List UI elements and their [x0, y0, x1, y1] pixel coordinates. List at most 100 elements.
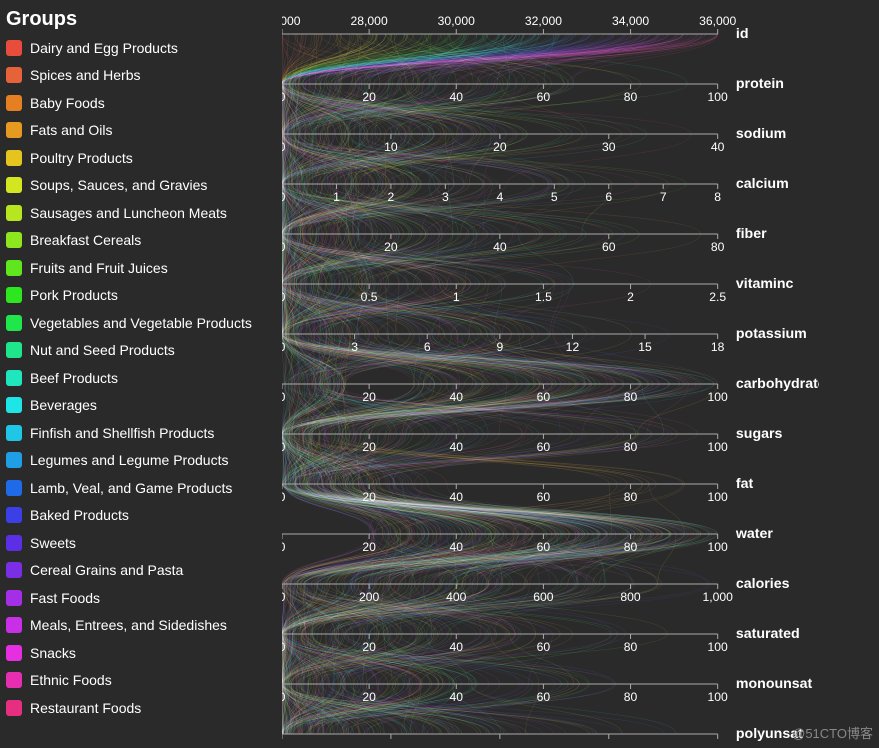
- tick-label: 32,000: [525, 14, 562, 28]
- tick-label: 7: [660, 190, 667, 204]
- axis-label: calories: [736, 575, 790, 591]
- tick-label: 20: [384, 240, 398, 254]
- legend-item[interactable]: Cereal Grains and Pasta: [6, 557, 270, 585]
- legend-swatch: [6, 95, 22, 111]
- tick-label: 36,000: [699, 14, 736, 28]
- axis-label: vitaminc: [736, 275, 794, 291]
- legend-item[interactable]: Pork Products: [6, 282, 270, 310]
- tick-label: 0: [282, 240, 286, 254]
- watermark: @51CTO博客: [792, 723, 873, 742]
- legend-item[interactable]: Meals, Entrees, and Sidedishes: [6, 612, 270, 640]
- legend-item[interactable]: Sausages and Luncheon Meats: [6, 199, 270, 227]
- tick-label: 0: [282, 90, 286, 104]
- legend-item[interactable]: Beverages: [6, 392, 270, 420]
- tick-label: 20: [362, 90, 376, 104]
- tick-label: 34,000: [612, 14, 649, 28]
- legend-swatch: [6, 40, 22, 56]
- legend-item[interactable]: Poultry Products: [6, 144, 270, 172]
- tick-label: 20: [362, 540, 376, 554]
- legend-swatch: [6, 700, 22, 716]
- axis-label: monounsat: [736, 675, 813, 691]
- tick-label: 100: [708, 90, 729, 104]
- tick-label: 80: [711, 740, 725, 742]
- tick-label: 0: [282, 740, 286, 742]
- tick-label: 1: [453, 290, 460, 304]
- tick-label: 80: [624, 390, 638, 404]
- tick-label: 60: [537, 390, 551, 404]
- legend-item[interactable]: Nut and Seed Products: [6, 337, 270, 365]
- tick-label: 30,000: [438, 14, 475, 28]
- legend-item[interactable]: Sweets: [6, 529, 270, 557]
- legend-item[interactable]: Vegetables and Vegetable Products: [6, 309, 270, 337]
- legend-label: Sweets: [30, 535, 76, 551]
- tick-label: 100: [708, 690, 729, 704]
- legend-item[interactable]: Restaurant Foods: [6, 694, 270, 722]
- tick-label: 10: [384, 140, 398, 154]
- tick-label: 15: [638, 340, 652, 354]
- legend-label: Baked Products: [30, 507, 129, 523]
- tick-label: 60: [537, 540, 551, 554]
- legend-swatch: [6, 452, 22, 468]
- tick-label: 80: [624, 690, 638, 704]
- tick-label: 0: [282, 440, 286, 454]
- legend-swatch: [6, 672, 22, 688]
- tick-label: 0: [282, 290, 286, 304]
- tick-label: 60: [602, 740, 616, 742]
- legend-label: Pork Products: [30, 287, 118, 303]
- legend-swatch: [6, 342, 22, 358]
- tick-label: 200: [359, 590, 380, 604]
- tick-label: 1,000: [702, 590, 733, 604]
- tick-label: 0: [282, 640, 286, 654]
- tick-label: 60: [537, 640, 551, 654]
- legend-item[interactable]: Breakfast Cereals: [6, 227, 270, 255]
- legend-item[interactable]: Beef Products: [6, 364, 270, 392]
- tick-label: 0: [282, 390, 286, 404]
- tick-label: 0.5: [361, 290, 378, 304]
- tick-label: 20: [384, 740, 398, 742]
- legend-label: Spices and Herbs: [30, 67, 141, 83]
- legend-item[interactable]: Fats and Oils: [6, 117, 270, 145]
- legend-label: Fats and Oils: [30, 122, 112, 138]
- legend-item[interactable]: Lamb, Veal, and Game Products: [6, 474, 270, 502]
- tick-label: 40: [450, 440, 464, 454]
- tick-label: 2.5: [709, 290, 726, 304]
- legend-item[interactable]: Fast Foods: [6, 584, 270, 612]
- axis-label: fiber: [736, 225, 767, 241]
- tick-label: 80: [624, 90, 638, 104]
- tick-label: 8: [714, 190, 721, 204]
- legend-item[interactable]: Legumes and Legume Products: [6, 447, 270, 475]
- legend-swatch: [6, 287, 22, 303]
- tick-label: 12: [566, 340, 580, 354]
- legend-label: Sausages and Luncheon Meats: [30, 205, 227, 221]
- tick-label: 80: [624, 440, 638, 454]
- tick-label: 0: [282, 140, 286, 154]
- legend-label: Legumes and Legume Products: [30, 452, 228, 468]
- axis-label: water: [735, 525, 774, 541]
- legend-item[interactable]: Baked Products: [6, 502, 270, 530]
- legend-label: Nut and Seed Products: [30, 342, 175, 358]
- axis-label: fat: [736, 475, 754, 491]
- root: Groups Dairy and Egg ProductsSpices and …: [0, 0, 879, 748]
- legend-item[interactable]: Dairy and Egg Products: [6, 34, 270, 62]
- tick-label: 40: [493, 240, 507, 254]
- tick-label: 800: [620, 590, 641, 604]
- legend-item[interactable]: Ethnic Foods: [6, 667, 270, 695]
- tick-label: 100: [708, 440, 729, 454]
- legend-item[interactable]: Baby Foods: [6, 89, 270, 117]
- legend-swatch: [6, 205, 22, 221]
- tick-label: 60: [537, 440, 551, 454]
- legend-item[interactable]: Soups, Sauces, and Gravies: [6, 172, 270, 200]
- axis-label: sodium: [736, 125, 786, 141]
- legend-item[interactable]: Snacks: [6, 639, 270, 667]
- legend-label: Fast Foods: [30, 590, 100, 606]
- tick-label: 1.5: [535, 290, 552, 304]
- tick-label: 100: [708, 490, 729, 504]
- legend-label: Poultry Products: [30, 150, 133, 166]
- legend-label: Meals, Entrees, and Sidedishes: [30, 617, 227, 633]
- legend-item[interactable]: Fruits and Fruit Juices: [6, 254, 270, 282]
- legend-item[interactable]: Finfish and Shellfish Products: [6, 419, 270, 447]
- tick-label: 100: [708, 640, 729, 654]
- legend-item[interactable]: Spices and Herbs: [6, 62, 270, 90]
- tick-label: 0: [282, 690, 286, 704]
- legend-label: Beef Products: [30, 370, 118, 386]
